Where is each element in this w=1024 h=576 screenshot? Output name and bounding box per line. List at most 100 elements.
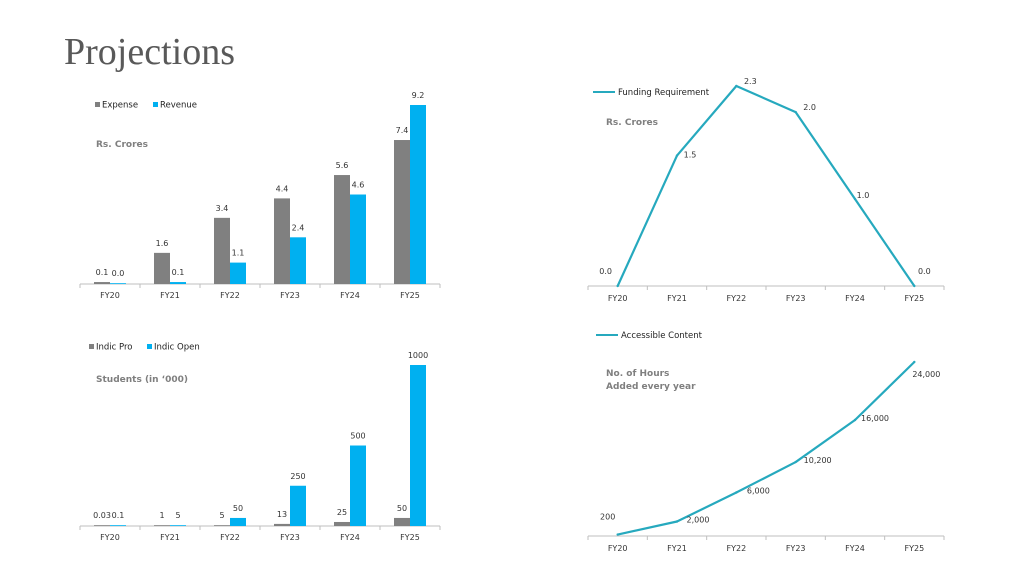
students-bar-indic-open: [110, 525, 126, 526]
accessible-content-unit-label: No. of Hours: [606, 369, 669, 379]
expense-revenue-bar-revenue: [410, 105, 426, 284]
students-data-label-indic-open: 0.1: [112, 511, 125, 520]
students-bar-indic-pro: [334, 521, 350, 526]
accessible-content-series-line: [617, 361, 916, 536]
students-x-tick-label: FY24: [340, 533, 360, 542]
expense-revenue-data-label-revenue: 0.1: [172, 268, 185, 277]
accessible-content-point: [794, 460, 797, 464]
accessible-content-unit-label: Added every year: [606, 382, 696, 392]
funding-requirement-data-label: 2.3: [744, 77, 757, 86]
students-unit-label: Students (in ‘000): [96, 375, 188, 385]
expense-revenue-x-tick-label: FY24: [340, 291, 360, 300]
students-bar-indic-open: [170, 525, 186, 526]
students-x-tick-label: FY22: [220, 533, 240, 542]
students-legend-swatch-indic-pro: [89, 344, 94, 349]
expense-revenue-legend-swatch-revenue: [153, 102, 158, 107]
accessible-content-point: [913, 360, 916, 364]
expense-revenue-data-label-expense: 7.4: [396, 126, 409, 135]
students-data-label-indic-open: 500: [350, 432, 365, 441]
accessible-content-x-tick-label: FY20: [608, 544, 628, 553]
students-legend-label-indic-pro: Indic Pro: [96, 343, 133, 353]
funding-requirement-data-label: 1.0: [857, 191, 870, 200]
expense-revenue-data-label-expense: 0.1: [96, 268, 109, 277]
students-data-label-indic-pro: 25: [337, 508, 347, 517]
expense-revenue-x-tick-label: FY21: [160, 291, 180, 300]
funding-requirement-x-tick-label: FY22: [726, 294, 746, 303]
accessible-content-x-tick-label: FY23: [786, 544, 806, 553]
students-x-tick-label: FY23: [280, 533, 300, 542]
expense-revenue-legend-swatch-expense: [95, 102, 100, 107]
funding-requirement-point: [616, 284, 619, 288]
accessible-content-data-label: 2,000: [687, 516, 710, 525]
students-bar-indic-pro: [94, 525, 110, 526]
students-bar-indic-open: [230, 517, 246, 526]
students-legend-swatch-indic-open: [147, 344, 152, 349]
students-x-tick-label: FY25: [400, 533, 420, 542]
accessible-content-x-tick-label: FY25: [904, 544, 924, 553]
students-data-label-indic-pro: 1: [159, 511, 164, 520]
students-data-label-indic-pro: 0.03: [93, 511, 111, 520]
accessible-content-point: [853, 418, 857, 422]
funding-requirement-point: [853, 197, 857, 201]
students-x-tick-label: FY21: [160, 533, 180, 542]
funding-requirement-point: [675, 154, 679, 157]
accessible-content-x-tick-label: FY22: [726, 544, 746, 553]
funding-requirement-point: [735, 84, 738, 88]
accessible-content-data-label: 24,000: [912, 370, 940, 379]
students-x-tick-label: FY20: [100, 533, 120, 542]
expense-revenue-data-label-revenue: 9.2: [412, 91, 425, 100]
funding-requirement-legend-label: Funding Requirement: [618, 88, 710, 98]
students-bar-indic-pro: [214, 525, 230, 526]
funding-requirement-x-tick-label: FY24: [845, 294, 865, 303]
accessible-content-point: [735, 491, 738, 494]
funding-requirement-unit-label: Rs. Crores: [606, 118, 658, 128]
students-bar-indic-pro: [394, 517, 410, 526]
expense-revenue-bar-revenue: [110, 283, 126, 284]
expense-revenue-bar-expense: [94, 282, 110, 284]
funding-requirement-x-tick-label: FY23: [786, 294, 806, 303]
expense-revenue-bar-expense: [214, 217, 230, 284]
students-data-label-indic-open: 5: [175, 511, 180, 520]
students-bar-indic-pro: [154, 525, 170, 526]
accessible-content-data-label: 6,000: [747, 487, 770, 496]
expense-revenue-bar-expense: [274, 198, 290, 284]
expense-revenue-data-label-revenue: 1.1: [232, 249, 245, 258]
page-title: Projections: [64, 31, 235, 73]
funding-requirement-x-tick-label: FY21: [667, 294, 687, 303]
expense-revenue-data-label-revenue: 0.0: [112, 269, 125, 278]
expense-revenue-legend-label-revenue: Revenue: [160, 101, 197, 111]
accessible-content-data-label: 16,000: [861, 414, 889, 423]
funding-requirement-point: [913, 284, 916, 288]
expense-revenue-x-tick-label: FY23: [280, 291, 300, 300]
students-data-label-indic-open: 250: [290, 472, 305, 481]
funding-requirement-data-label: 0.0: [918, 267, 931, 276]
accessible-content-point: [616, 533, 619, 536]
expense-revenue-bar-expense: [154, 252, 170, 284]
accessible-content-x-tick-label: FY24: [845, 544, 865, 553]
expense-revenue-unit-label: Rs. Crores: [96, 140, 148, 150]
expense-revenue-data-label-revenue: 4.6: [352, 181, 365, 190]
accessible-content-x-tick-label: FY21: [667, 544, 687, 553]
expense-revenue-x-tick-label: FY22: [220, 291, 240, 300]
funding-requirement-data-label: 1.5: [684, 151, 697, 160]
students-data-label-indic-pro: 5: [219, 511, 224, 520]
accessible-content-point: [675, 520, 679, 523]
expense-revenue-bar-expense: [334, 175, 350, 284]
expense-revenue-bar-revenue: [350, 194, 366, 284]
expense-revenue-data-label-expense: 3.4: [216, 204, 229, 213]
accessible-content-legend-label: Accessible Content: [621, 331, 703, 341]
funding-requirement-x-tick-label: FY20: [608, 294, 628, 303]
funding-requirement-data-label: 0.0: [599, 267, 612, 276]
students-data-label-indic-pro: 50: [397, 504, 407, 513]
students-bar-indic-open: [290, 485, 306, 526]
students-legend-label-indic-open: Indic Open: [154, 343, 200, 353]
expense-revenue-bar-revenue: [170, 282, 186, 284]
expense-revenue-x-tick-label: FY20: [100, 291, 120, 300]
funding-requirement-series-line: [616, 84, 916, 287]
students-bar-indic-open: [410, 365, 426, 526]
expense-revenue-legend-label-expense: Expense: [102, 101, 138, 111]
